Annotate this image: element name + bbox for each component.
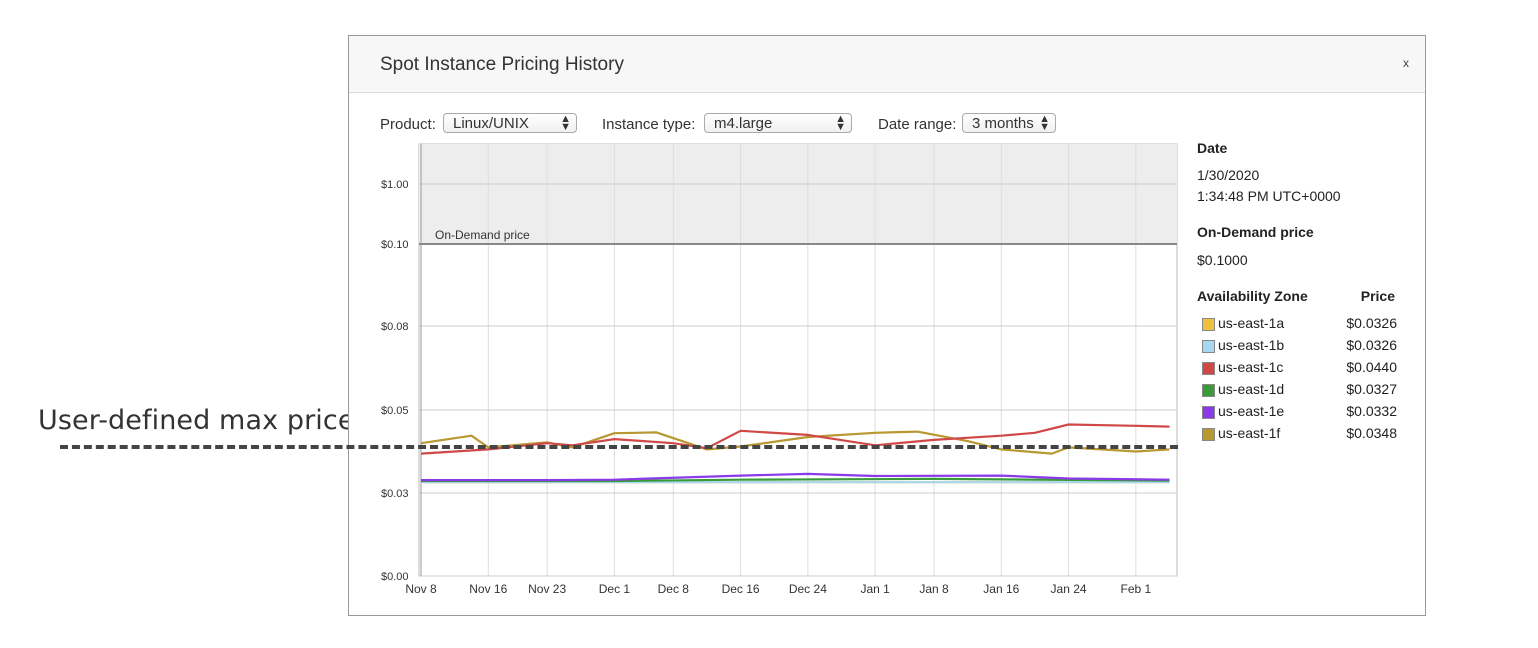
legend-item-us-east-1a[interactable]: us-east-1a $0.0326 [1197,315,1397,335]
x-tick-label: Dec 16 [722,582,760,596]
legend-zone-name: us-east-1e [1218,403,1285,419]
y-tick-label: $0.08 [381,321,409,333]
date-range-label: Date range: [878,116,957,133]
x-tick-label: Nov 23 [528,582,566,596]
legend-zone-price: $0.0348 [1346,425,1397,441]
ondemand-value: $0.1000 [1197,252,1248,268]
select-arrows-icon: ▲ ▼ [835,113,846,133]
max-price-annotation-label: User-defined max price [38,405,355,436]
y-tick-label: $1.00 [381,179,409,191]
instance-type-select[interactable]: m4.large ▲ ▼ [704,113,852,133]
x-tick-label: Jan 16 [983,582,1019,596]
price-header: Price [1360,288,1395,304]
close-button[interactable]: x [1403,56,1409,70]
zone-header: Availability Zone [1197,288,1308,304]
date-value: 1/30/2020 [1197,167,1260,183]
x-tick-label: Dec 8 [658,582,690,596]
x-tick-label: Dec 24 [789,582,827,596]
legend-item-us-east-1e[interactable]: us-east-1e $0.0332 [1197,403,1397,423]
series-line-us-east-1e [421,472,1170,482]
legend-swatch [1202,406,1215,419]
select-arrows-icon: ▲ ▼ [560,113,571,133]
pricing-history-dialog: Spot Instance Pricing History x Product:… [348,35,1426,616]
legend-zone-name: us-east-1a [1218,315,1285,331]
legend-zone-name: us-east-1d [1218,381,1285,397]
product-label: Product: [380,116,436,133]
x-tick-label: Jan 8 [919,582,949,596]
instance-type-label: Instance type: [602,116,696,133]
date-range-select[interactable]: 3 months ▲ ▼ [962,113,1056,133]
legend-swatch [1202,384,1215,397]
legend-zone-price: $0.0332 [1346,403,1397,419]
legend-item-us-east-1f[interactable]: us-east-1f $0.0348 [1197,425,1397,445]
instance-type-select-value: m4.large [714,115,773,132]
date-range-select-value: 3 months [972,115,1034,132]
legend-zone-price: $0.0440 [1346,359,1397,375]
legend-zone-price: $0.0327 [1346,381,1397,397]
ondemand-header: On-Demand price [1197,224,1314,240]
y-tick-label: $0.03 [381,488,409,500]
legend-swatch [1202,428,1215,441]
x-tick-label: Feb 1 [1121,582,1152,596]
max-price-annotation-line [60,445,1178,449]
legend-swatch [1202,362,1215,375]
x-tick-label: Dec 1 [599,582,631,596]
legend-zone-price: $0.0326 [1346,337,1397,353]
legend-zone-name: us-east-1c [1218,359,1284,375]
x-tick-label: Nov 8 [405,582,437,596]
legend-swatch [1202,340,1215,353]
legend-swatch [1202,318,1215,331]
legend-item-us-east-1d[interactable]: us-east-1d $0.0327 [1197,381,1397,401]
x-tick-label: Jan 1 [860,582,890,596]
dialog-title: Spot Instance Pricing History [380,54,624,75]
legend-item-us-east-1c[interactable]: us-east-1c $0.0440 [1197,359,1397,379]
series-line-us-east-1c [420,423,1170,455]
x-tick-label: Nov 16 [469,582,507,596]
dialog-header: Spot Instance Pricing History x [349,36,1425,93]
select-arrows-icon: ▲ ▼ [1039,113,1050,133]
date-header: Date [1197,140,1228,156]
y-tick-label: $0.05 [381,405,409,417]
time-value: 1:34:48 PM UTC+0000 [1197,188,1341,204]
ondemand-price-label: On-Demand price [435,228,530,242]
above-ondemand-region [419,144,1177,244]
pricing-chart[interactable]: Nov 8 Nov 16 Nov 23 Dec 1 Dec 8 Dec 16 Dec 24 J… [349,36,1425,615]
y-tick-label: $0.10 [381,239,409,251]
y-tick-label: $0.00 [381,571,409,583]
legend-zone-name: us-east-1f [1218,425,1281,441]
legend-item-us-east-1b[interactable]: us-east-1b $0.0326 [1197,337,1397,357]
legend-zone-price: $0.0326 [1346,315,1397,331]
legend-zone-name: us-east-1b [1218,337,1285,353]
x-tick-label: Jan 24 [1051,582,1087,596]
product-select-value: Linux/UNIX [453,115,529,132]
product-select[interactable]: Linux/UNIX ▲ ▼ [443,113,577,133]
